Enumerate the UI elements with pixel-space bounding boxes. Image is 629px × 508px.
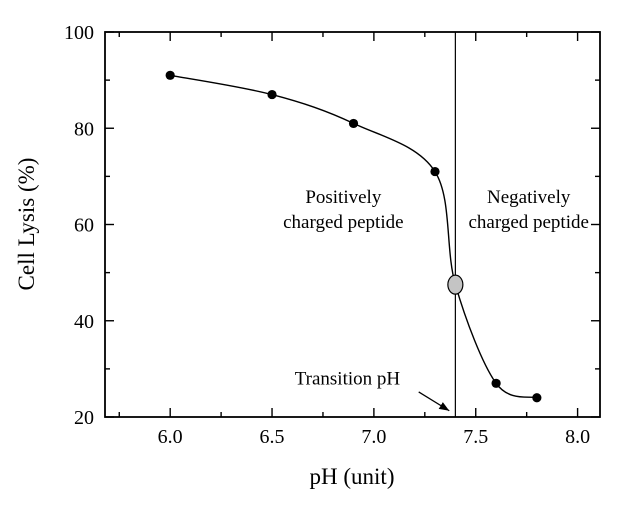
x-tick-label: 7.5 [463,426,488,448]
negatively-charged-label: Negatively charged peptide [468,187,588,233]
y-tick-label: 100 [64,22,94,44]
y-tick-label: 40 [74,311,94,333]
plot-area: 6.0 6.5 7.0 7.5 8.0 20 40 60 80 100 Positively char… [64,22,601,448]
data-point [165,70,175,80]
x-tick-label: 8.0 [565,426,590,448]
x-tick-label: 7.0 [361,426,386,448]
transition-ph-label-arrow [418,391,450,412]
x-tick-label: 6.5 [260,426,285,448]
data-point [430,166,440,177]
y-axis-label: Cell Lysis (%) [14,158,39,291]
transition-point-marker [447,274,464,295]
y-tick-label: 80 [74,118,94,140]
x-axis-label: pH (unit) [310,464,395,489]
positively-charged-label: Positively charged peptide [283,187,403,233]
transition-ph-label: Transition pH [295,368,401,389]
data-point [491,378,501,388]
x-tick-label: 6.0 [158,426,183,448]
data-point [348,118,359,129]
y-tick-label: 60 [74,215,94,237]
y-tick-label: 20 [74,407,94,429]
data-point [267,89,277,100]
data-point [532,393,542,403]
